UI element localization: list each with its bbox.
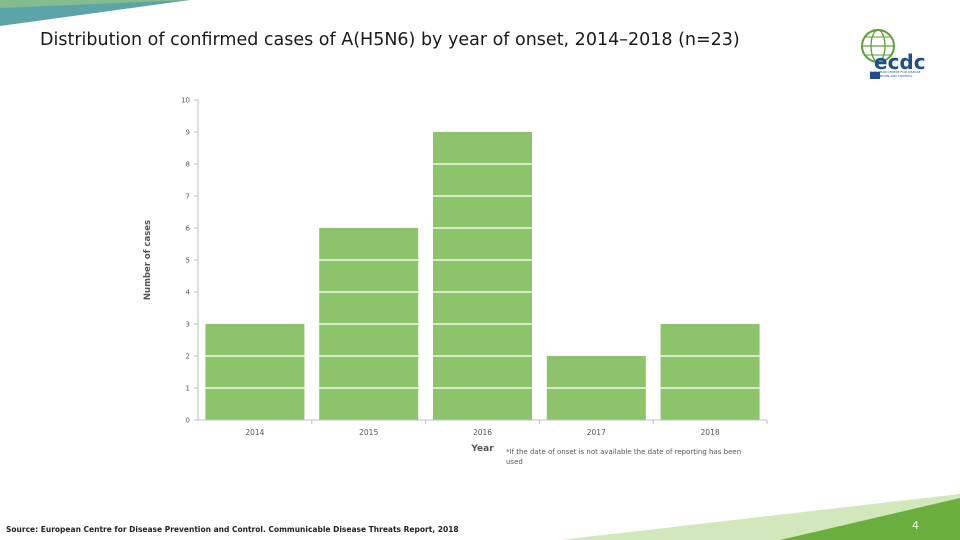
x-tick-label: 2017 <box>587 428 606 437</box>
bar-chart: 0 1 2 3 4 5 6 7 8 9 10 2014 2015 2016 2017 2018 Year N… <box>143 97 768 454</box>
x-axis-label: Year <box>470 444 494 454</box>
top-left-decoration <box>0 0 190 26</box>
y-tick-label: 5 <box>186 257 190 265</box>
ecdc-logo-icon: ecdc <box>861 29 926 79</box>
y-tick-label: 1 <box>186 385 190 393</box>
y-tick-label: 9 <box>186 129 190 137</box>
y-tick-label: 0 <box>186 417 190 425</box>
y-axis-label: Number of cases <box>143 220 153 300</box>
logo-subtext: EUROPEAN CENTRE FOR DISEASE PREVENTION A… <box>870 70 921 78</box>
x-tick-label: 2016 <box>473 428 492 437</box>
y-tick-label: 7 <box>186 193 190 201</box>
y-axis-ticks: 0 1 2 3 4 5 6 7 8 9 10 <box>181 97 198 425</box>
source-citation: Source: European Centre for Disease Prev… <box>6 525 459 534</box>
chart-footnote: *If the date of onset is not available t… <box>506 448 742 466</box>
page-number: 4 <box>912 519 919 532</box>
bottom-right-decoration <box>560 494 960 540</box>
x-tick-label: 2018 <box>701 428 720 437</box>
svg-text:ecdc: ecdc <box>874 50 926 74</box>
bar-2016 <box>432 132 533 420</box>
y-tick-label: 10 <box>181 97 190 105</box>
bars <box>205 132 760 420</box>
x-tick-label: 2014 <box>245 428 264 437</box>
x-axis-ticks: 2014 2015 2016 2017 2018 <box>245 420 768 437</box>
y-tick-label: 4 <box>186 289 191 297</box>
y-tick-label: 3 <box>186 321 190 329</box>
y-tick-label: 8 <box>186 161 190 169</box>
bar-2018 <box>660 324 760 420</box>
y-tick-label: 2 <box>186 353 190 361</box>
slide-title: Distribution of confirmed cases of A(H5N… <box>40 30 740 50</box>
bar-2014 <box>205 324 305 420</box>
y-tick-label: 6 <box>186 225 191 233</box>
x-tick-label: 2015 <box>359 428 378 437</box>
